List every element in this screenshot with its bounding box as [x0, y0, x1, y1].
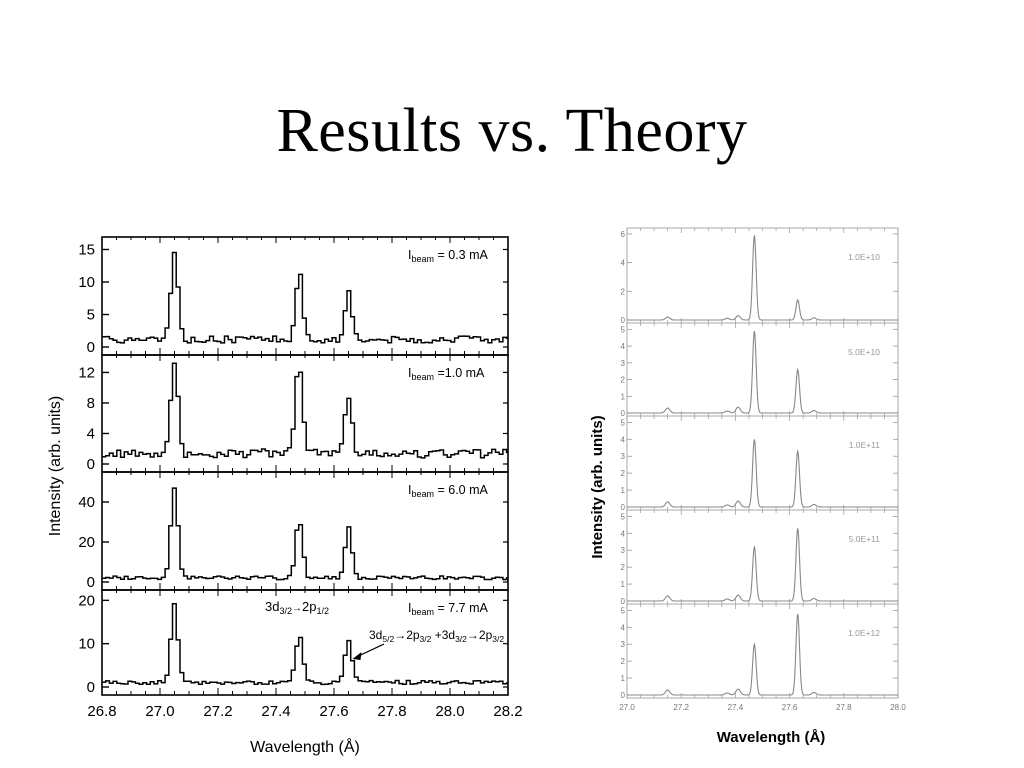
y-tick-label: 4: [621, 259, 626, 268]
y-tick-label: 2: [621, 563, 626, 572]
y-tick-label: 5: [87, 307, 95, 324]
y-axis-title: Intensity (arb. units): [47, 396, 64, 537]
panel-frame: [626, 322, 899, 417]
x-tick-label: 27.6: [319, 703, 348, 720]
beam-current-label: Ibeam = 0.3 mA: [408, 248, 489, 264]
x-tick-label: 27.8: [377, 703, 406, 720]
density-label: 5.0E+10: [848, 347, 880, 357]
y-tick-label: 15: [78, 242, 95, 259]
theory-series: [627, 235, 898, 321]
transition-label-1: 3d3/2→2p1/2: [265, 599, 329, 616]
x-tick-label: 27.2: [673, 703, 689, 712]
beam-current-label: Ibeam =1.0 mA: [408, 366, 485, 382]
spectrum-series: [102, 251, 508, 344]
y-tick-label: 1: [621, 674, 626, 683]
y-tick-label: 4: [621, 529, 626, 538]
panel-frame: [626, 603, 899, 699]
y-tick-label: 3: [621, 359, 626, 368]
spectrum-series: [102, 487, 508, 581]
x-axis-title: Wavelength (Å): [717, 729, 826, 746]
theory-series: [627, 439, 898, 508]
y-tick-label: 3: [621, 452, 626, 461]
y-tick-label: 12: [78, 364, 95, 381]
y-tick-label: 1: [621, 392, 626, 401]
y-tick-label: 2: [621, 469, 626, 478]
y-tick-label: 0: [621, 597, 626, 606]
x-tick-label: 27.2: [203, 703, 232, 720]
y-tick-label: 0: [87, 339, 95, 356]
y-tick-label: 20: [78, 534, 95, 551]
beam-current-label: Ibeam = 7.7 mA: [408, 601, 489, 617]
x-tick-label: 26.8: [87, 703, 116, 720]
y-tick-label: 40: [78, 494, 95, 511]
spectrum-series: [102, 362, 508, 459]
y-tick-label: 4: [621, 435, 626, 444]
y-tick-label: 0: [621, 316, 626, 325]
y-tick-label: 10: [78, 636, 95, 653]
y-tick-label: 5: [621, 325, 626, 334]
y-tick-label: 0: [621, 409, 626, 418]
y-tick-label: 1: [621, 580, 626, 589]
spectrum-series: [102, 603, 508, 686]
theory-series: [627, 613, 898, 696]
theory-series: [627, 331, 898, 414]
y-tick-label: 4: [87, 425, 95, 442]
annotation-arrowhead: [352, 652, 362, 660]
y-tick-label: 0: [87, 456, 95, 473]
x-tick-label: 27.6: [782, 703, 798, 712]
density-label: 1.0E+10: [848, 252, 880, 262]
x-axis-title: Wavelength (Å): [250, 737, 360, 756]
density-label: 1.0E+12: [848, 628, 880, 638]
x-tick-label: 27.4: [728, 703, 744, 712]
panel-frame: [626, 415, 899, 511]
transition-label-2: 3d5/2→2p3/2 +3d3/2→2p3/2: [369, 628, 504, 644]
theory-series: [627, 528, 898, 602]
y-tick-label: 3: [621, 640, 626, 649]
y-tick-label: 2: [621, 657, 626, 666]
density-label: 1.0E+11: [849, 440, 881, 450]
y-tick-label: 1: [621, 486, 626, 495]
y-tick-label: 3: [621, 546, 626, 555]
beam-current-label: Ibeam = 6.0 mA: [408, 483, 489, 499]
y-tick-label: 5: [621, 606, 626, 615]
x-tick-label: 27.4: [261, 703, 290, 720]
y-tick-label: 0: [87, 574, 95, 591]
density-label: 5.0E+11: [849, 534, 881, 544]
x-tick-label: 27.0: [145, 703, 174, 720]
y-tick-label: 2: [621, 376, 626, 385]
y-tick-label: 0: [87, 679, 95, 696]
slide-title: Results vs. Theory: [276, 97, 748, 165]
x-tick-label: 27.0: [619, 703, 635, 712]
x-tick-label: 28.2: [493, 703, 522, 720]
y-tick-label: 4: [621, 342, 626, 351]
y-tick-label: 10: [78, 274, 95, 291]
panel-frame: [626, 227, 899, 324]
y-axis-title: Intensity (arb. units): [589, 415, 606, 558]
y-tick-label: 2: [621, 287, 626, 296]
y-tick-label: 5: [621, 512, 626, 521]
y-tick-label: 5: [621, 418, 626, 427]
panel-frame: [626, 509, 899, 605]
x-tick-label: 28.0: [890, 703, 906, 712]
y-tick-label: 4: [621, 623, 626, 632]
x-tick-label: 27.8: [836, 703, 852, 712]
y-tick-label: 8: [87, 395, 95, 412]
x-tick-label: 28.0: [435, 703, 464, 720]
y-tick-label: 0: [621, 503, 626, 512]
y-tick-label: 20: [78, 592, 95, 609]
y-tick-label: 0: [621, 691, 626, 700]
y-tick-label: 6: [621, 230, 626, 239]
